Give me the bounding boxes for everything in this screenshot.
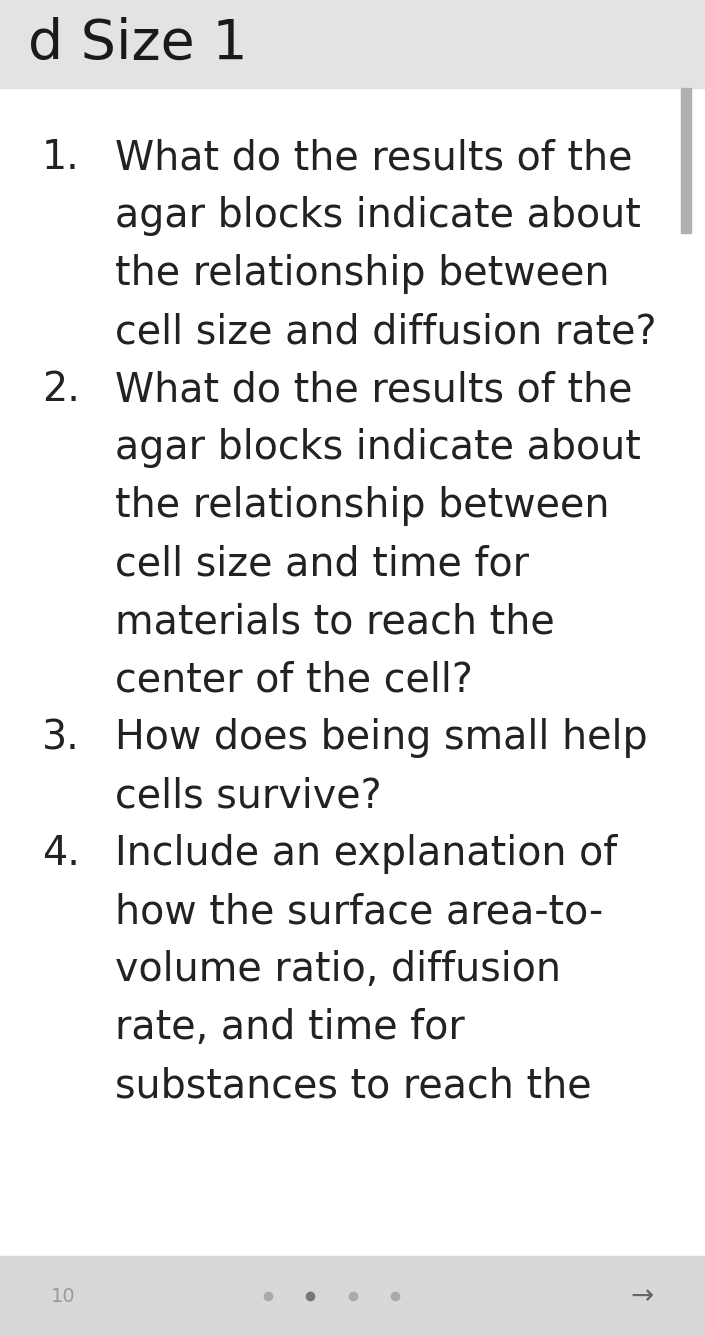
- Text: agar blocks indicate about: agar blocks indicate about: [115, 428, 641, 468]
- Text: cell size and diffusion rate?: cell size and diffusion rate?: [115, 313, 656, 351]
- Text: 1.: 1.: [42, 138, 80, 178]
- Text: center of the cell?: center of the cell?: [115, 660, 473, 700]
- Text: rate, and time for: rate, and time for: [115, 1007, 465, 1047]
- Text: 10: 10: [51, 1287, 75, 1305]
- Text: 4.: 4.: [42, 834, 80, 874]
- Text: Include an explanation of: Include an explanation of: [115, 834, 618, 874]
- Text: the relationship between: the relationship between: [115, 254, 610, 294]
- Text: cell size and time for: cell size and time for: [115, 544, 529, 584]
- Bar: [0, 1256, 705, 1336]
- Text: how the surface area-to-: how the surface area-to-: [115, 892, 603, 933]
- Text: agar blocks indicate about: agar blocks indicate about: [115, 196, 641, 236]
- Text: the relationship between: the relationship between: [115, 486, 610, 526]
- Text: How does being small help: How does being small help: [115, 717, 648, 758]
- Text: 2.: 2.: [42, 370, 80, 410]
- Text: substances to reach the: substances to reach the: [115, 1066, 591, 1106]
- Text: materials to reach the: materials to reach the: [115, 603, 555, 643]
- Bar: [0, 88, 705, 1256]
- Text: d Size 1: d Size 1: [28, 17, 247, 71]
- Bar: [0, 0, 705, 88]
- Text: 3.: 3.: [42, 717, 80, 758]
- Text: volume ratio, diffusion: volume ratio, diffusion: [115, 950, 561, 990]
- Text: What do the results of the: What do the results of the: [115, 138, 632, 178]
- Text: →: →: [630, 1283, 653, 1311]
- Bar: [681, 88, 691, 232]
- Text: What do the results of the: What do the results of the: [115, 370, 632, 410]
- Text: cells survive?: cells survive?: [115, 776, 381, 816]
